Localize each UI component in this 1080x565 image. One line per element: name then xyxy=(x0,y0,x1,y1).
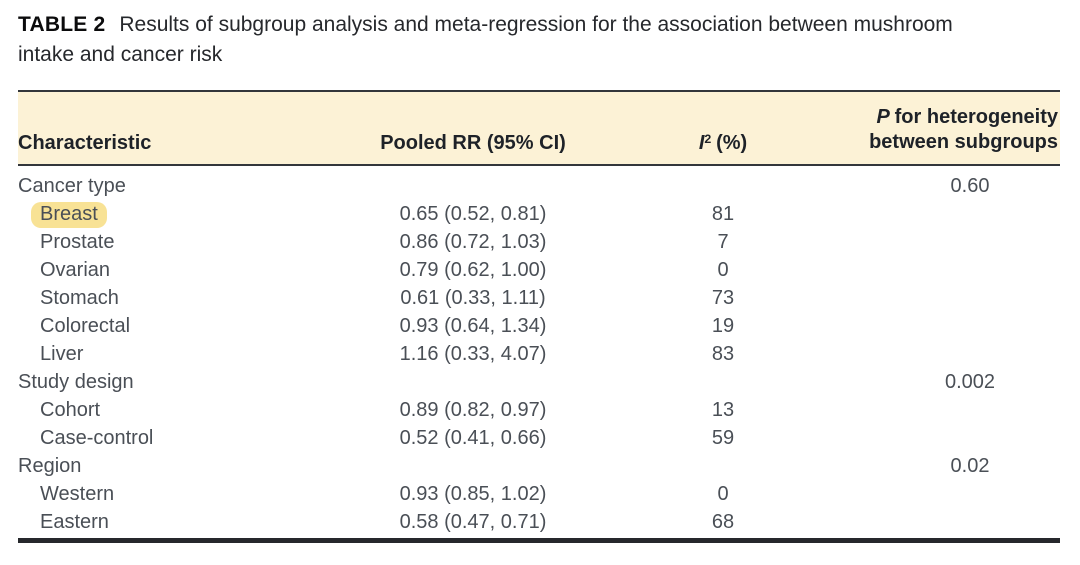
p-cell xyxy=(808,508,1060,541)
i2-cell: 7 xyxy=(717,231,729,253)
i2-cell xyxy=(638,368,808,396)
table-row-cohort: Cohort 0.89 (0.82, 0.97) 13 xyxy=(18,396,1060,424)
table-caption-line2: intake and cancer risk xyxy=(18,43,223,66)
characteristic-cell: Cancer type xyxy=(18,175,126,197)
rr-cell: 0.86 (0.72, 1.03) xyxy=(399,231,547,253)
table-header: Characteristic Pooled RR (95% CI) I2 (%) … xyxy=(18,91,1060,165)
p-cell xyxy=(808,396,1060,424)
results-table-container: Characteristic Pooled RR (95% CI) I2 (%) … xyxy=(18,90,1060,543)
characteristic-cell: Cohort xyxy=(40,399,101,421)
i-squared-unit: (%) xyxy=(716,132,748,154)
table-row-liver: Liver 1.16 (0.33, 4.07) 83 xyxy=(18,340,1060,368)
i2-cell: 0 xyxy=(717,483,729,505)
highlight-breast: Breast xyxy=(31,202,107,228)
header-i-squared: I2 (%) xyxy=(638,91,808,165)
i2-cell xyxy=(638,452,808,480)
p-cell xyxy=(808,480,1060,508)
rr-cell: 0.52 (0.41, 0.66) xyxy=(399,427,547,449)
table-row-ovarian: Ovarian 0.79 (0.62, 1.00) 0 xyxy=(18,256,1060,284)
p-symbol: P xyxy=(876,106,890,128)
table-number-label: TABLE 2 xyxy=(18,13,106,36)
table-row-eastern: Eastern 0.58 (0.47, 0.71) 68 xyxy=(18,508,1060,541)
table-row-group-study-design: Study design 0.002 xyxy=(18,368,1060,396)
header-pooled-rr: Pooled RR (95% CI) xyxy=(380,132,566,154)
table-caption-line1: Results of subgroup analysis and meta-re… xyxy=(119,13,953,36)
p-cell: 0.002 xyxy=(944,371,996,393)
table-row-prostate: Prostate 0.86 (0.72, 1.03) 7 xyxy=(18,228,1060,256)
p-cell: 0.02 xyxy=(950,455,990,477)
i2-cell: 81 xyxy=(711,203,735,225)
table-row-breast: Breast 0.65 (0.52, 0.81) 81 xyxy=(18,200,1060,228)
table-row-stomach: Stomach 0.61 (0.33, 1.11) 73 xyxy=(18,284,1060,312)
p-cell xyxy=(808,340,1060,368)
table-row-case-control: Case-control 0.52 (0.41, 0.66) 59 xyxy=(18,424,1060,452)
characteristic-cell: Prostate xyxy=(40,231,115,253)
i2-cell: 13 xyxy=(711,399,735,421)
rr-cell: 0.65 (0.52, 0.81) xyxy=(399,203,547,225)
rr-cell: 0.58 (0.47, 0.71) xyxy=(399,511,547,533)
rr-cell: 0.61 (0.33, 1.11) xyxy=(400,287,546,309)
characteristic-cell: Colorectal xyxy=(40,315,131,337)
i-squared-superscript: 2 xyxy=(704,132,712,147)
characteristic-cell: Ovarian xyxy=(40,259,111,281)
p-header-line1: for heterogeneity xyxy=(894,106,1058,128)
rr-cell xyxy=(308,165,638,200)
table-row-colorectal: Colorectal 0.93 (0.64, 1.34) 19 xyxy=(18,312,1060,340)
p-cell xyxy=(808,228,1060,256)
table-row-western: Western 0.93 (0.85, 1.02) 0 xyxy=(18,480,1060,508)
rr-cell xyxy=(308,368,638,396)
table-row-group-region: Region 0.02 xyxy=(18,452,1060,480)
results-table: Characteristic Pooled RR (95% CI) I2 (%) … xyxy=(18,90,1060,543)
characteristic-cell: Stomach xyxy=(40,287,119,309)
table-body: Cancer type 0.60 Breast 0.65 (0.52, 0.81… xyxy=(18,165,1060,541)
i2-cell: 0 xyxy=(717,259,729,281)
p-cell xyxy=(808,424,1060,452)
i-squared-symbol: I xyxy=(698,132,705,154)
table-row-group-cancer-type: Cancer type 0.60 xyxy=(18,165,1060,200)
p-cell xyxy=(808,200,1060,228)
p-header-line2: between subgroups xyxy=(869,131,1058,153)
characteristic-cell: Liver xyxy=(40,343,84,365)
characteristic-cell: Study design xyxy=(18,371,134,393)
characteristic-cell: Case-control xyxy=(40,427,154,449)
header-row: Characteristic Pooled RR (95% CI) I2 (%) … xyxy=(18,91,1060,165)
p-cell xyxy=(808,312,1060,340)
rr-cell xyxy=(308,452,638,480)
table-caption: TABLE 2 Results of subgroup analysis and … xyxy=(18,10,1028,70)
i2-cell: 19 xyxy=(711,315,735,337)
characteristic-cell: Eastern xyxy=(40,511,109,533)
i2-cell: 83 xyxy=(711,343,735,365)
p-cell: 0.60 xyxy=(950,175,990,197)
characteristic-cell: Western xyxy=(40,483,115,505)
rr-cell: 0.89 (0.82, 0.97) xyxy=(399,399,547,421)
header-characteristic: Characteristic xyxy=(18,132,152,154)
rr-cell: 0.93 (0.64, 1.34) xyxy=(399,315,547,337)
rr-cell: 0.93 (0.85, 1.02) xyxy=(399,483,547,505)
p-cell xyxy=(808,284,1060,312)
i2-cell: 59 xyxy=(711,427,735,449)
i2-cell xyxy=(638,165,808,200)
i2-cell: 68 xyxy=(711,511,735,533)
p-cell xyxy=(808,256,1060,284)
rr-cell: 1.16 (0.33, 4.07) xyxy=(399,343,547,365)
rr-cell: 0.79 (0.62, 1.00) xyxy=(399,259,547,281)
characteristic-cell: Breast xyxy=(18,200,308,228)
characteristic-cell: Region xyxy=(18,455,82,477)
i2-cell: 73 xyxy=(711,287,735,309)
